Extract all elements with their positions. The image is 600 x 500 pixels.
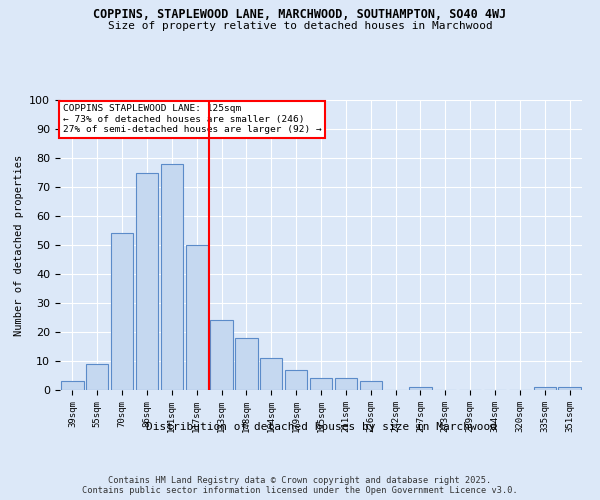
Bar xyxy=(559,387,581,390)
Bar xyxy=(310,378,332,390)
Bar xyxy=(359,382,382,390)
Bar xyxy=(235,338,257,390)
Bar xyxy=(185,245,208,390)
Text: Distribution of detached houses by size in Marchwood: Distribution of detached houses by size … xyxy=(146,422,497,432)
Y-axis label: Number of detached properties: Number of detached properties xyxy=(14,154,24,336)
Bar xyxy=(285,370,307,390)
Bar xyxy=(211,320,233,390)
Bar xyxy=(335,378,357,390)
Bar xyxy=(161,164,183,390)
Bar xyxy=(111,234,133,390)
Bar xyxy=(533,387,556,390)
Bar xyxy=(86,364,109,390)
Text: COPPINS, STAPLEWOOD LANE, MARCHWOOD, SOUTHAMPTON, SO40 4WJ: COPPINS, STAPLEWOOD LANE, MARCHWOOD, SOU… xyxy=(94,8,506,20)
Text: COPPINS STAPLEWOOD LANE: 125sqm
← 73% of detached houses are smaller (246)
27% o: COPPINS STAPLEWOOD LANE: 125sqm ← 73% of… xyxy=(62,104,322,134)
Bar xyxy=(61,382,83,390)
Bar xyxy=(260,358,283,390)
Text: Contains HM Land Registry data © Crown copyright and database right 2025.
Contai: Contains HM Land Registry data © Crown c… xyxy=(82,476,518,495)
Text: Size of property relative to detached houses in Marchwood: Size of property relative to detached ho… xyxy=(107,21,493,31)
Bar xyxy=(409,387,431,390)
Bar xyxy=(136,172,158,390)
